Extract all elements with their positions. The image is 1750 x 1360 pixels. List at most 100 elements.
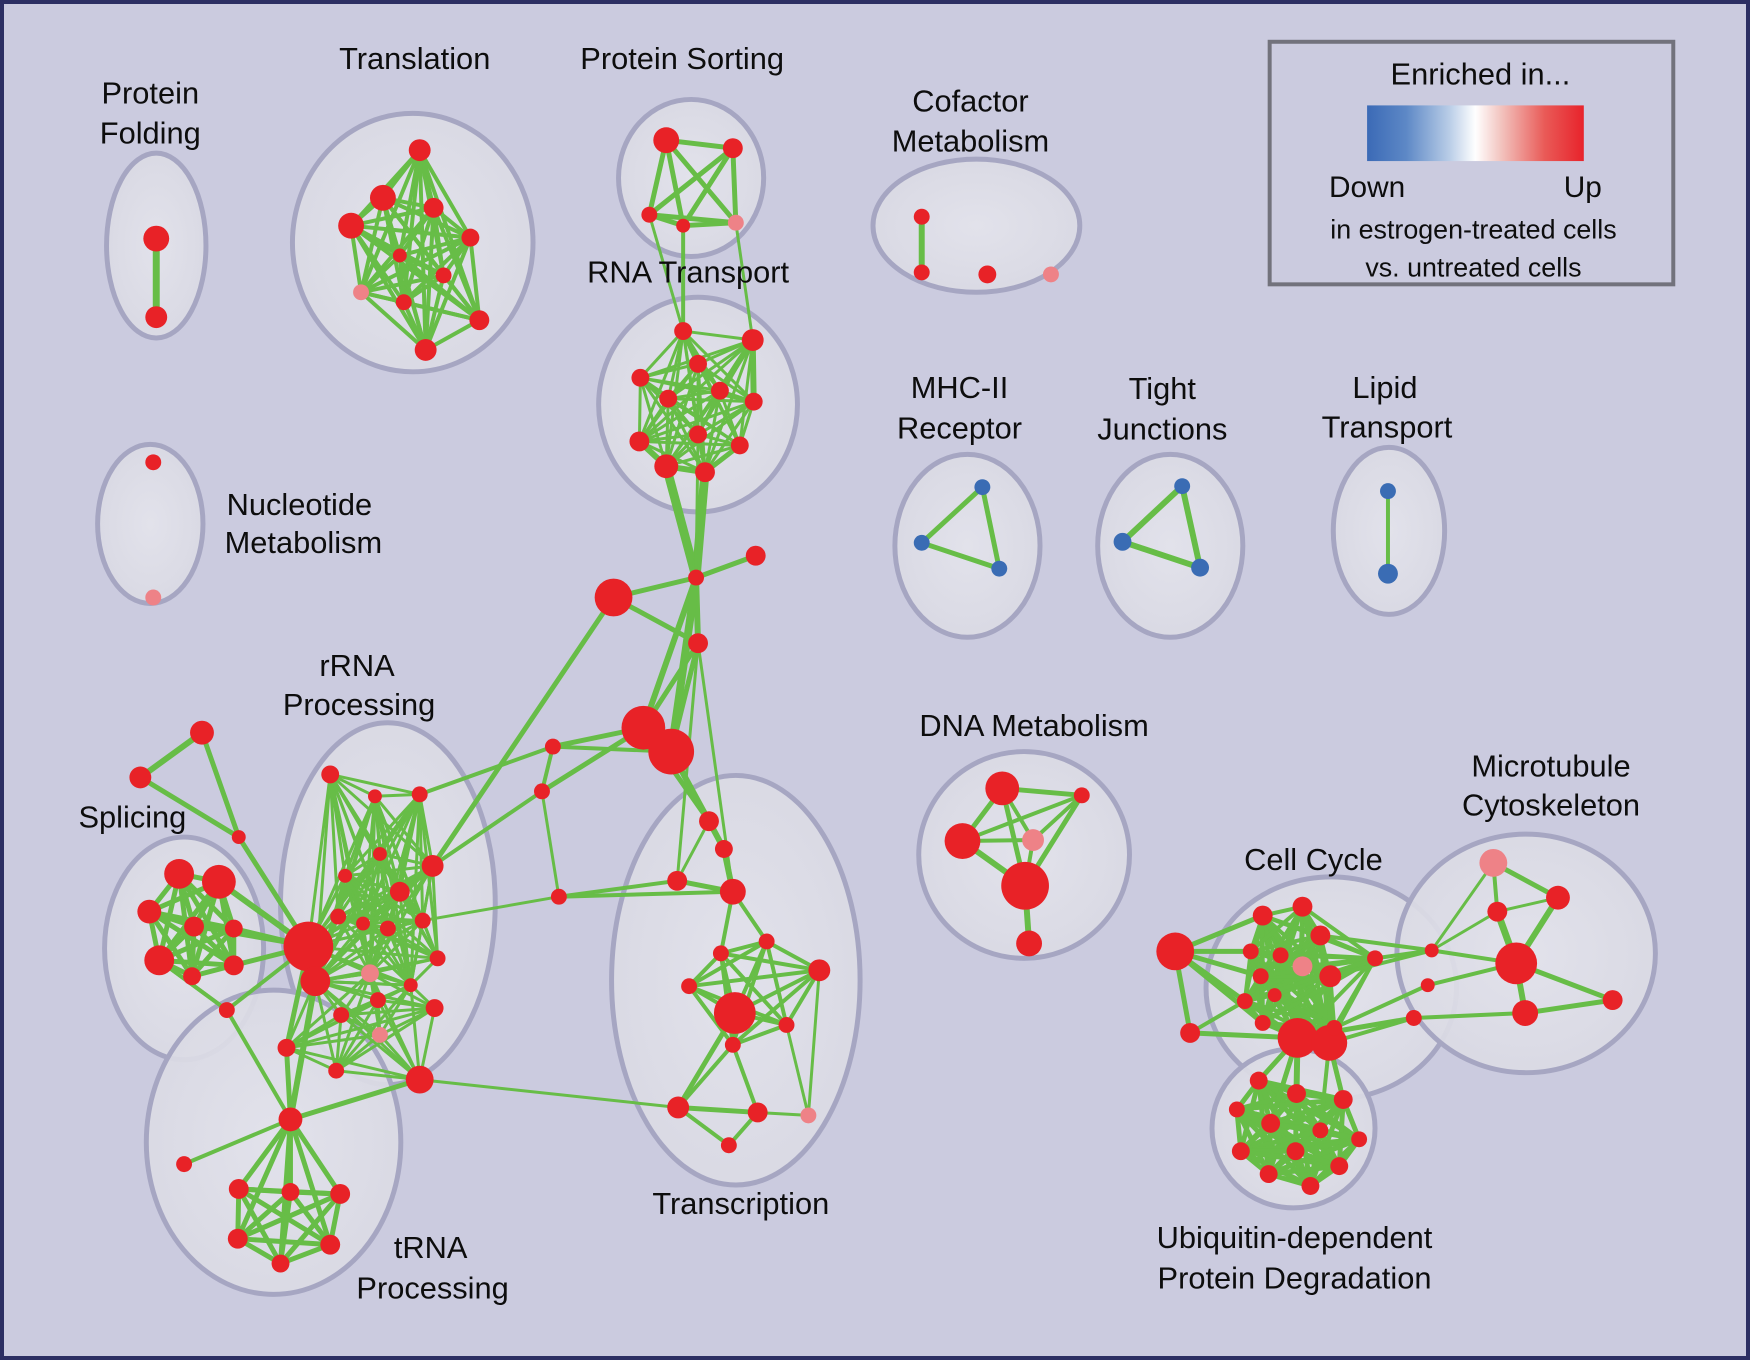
edge (343, 792, 422, 878)
rna-transport-label: RNA Transport (587, 255, 789, 290)
edge (283, 1045, 293, 1122)
edge (637, 400, 756, 443)
trna-processing-node (227, 1228, 248, 1249)
edge (687, 939, 769, 989)
rrna-processing-node (333, 1007, 350, 1023)
rrna-processing-node (405, 1065, 434, 1094)
splicing-label: Splicing (78, 799, 186, 834)
edge (431, 864, 440, 960)
legend-subline-1: in estrogen-treated cells (1330, 215, 1616, 245)
trna-processing-node (271, 1254, 290, 1273)
ubiquitin-degradation-node (1249, 1071, 1268, 1090)
edge (1031, 793, 1084, 843)
mhc-ii-receptor-node (991, 560, 1008, 577)
edge (137, 774, 242, 840)
edge (334, 1069, 422, 1082)
lipid-transport-label: Transport (1322, 410, 1453, 445)
microtubule-cytoskeleton-label: Microtubule (1471, 749, 1630, 784)
splicing-node (144, 945, 175, 976)
connector-hub-node (534, 783, 550, 800)
edge (663, 137, 739, 226)
transcription-node (800, 1107, 817, 1124)
edge (703, 400, 756, 474)
edge (417, 148, 473, 240)
transcription-node (712, 945, 729, 962)
edge (287, 1077, 423, 1122)
transcription-node (667, 870, 688, 891)
edge (666, 338, 755, 401)
edge (287, 1116, 343, 1197)
cell-cycle-node (1236, 993, 1253, 1010)
transcription-label: Transcription (652, 1186, 829, 1221)
edge (1430, 910, 1499, 952)
edge (349, 223, 473, 240)
protein-folding-label: Folding (100, 115, 201, 150)
translation-node (423, 197, 444, 218)
edge (1332, 983, 1430, 1030)
ubiquitin-degradation-node (1261, 1113, 1281, 1133)
connector-hub-node (688, 633, 708, 654)
edge (919, 540, 1002, 572)
trna-processing-label: Processing (356, 1271, 508, 1306)
connector-hub-node (745, 545, 766, 566)
rna-transport-node (741, 329, 764, 351)
edge (919, 484, 985, 546)
ubiquitin-degradation-node (1259, 1165, 1278, 1184)
edge (637, 439, 742, 447)
edge (359, 273, 446, 295)
protein-folding-label: Protein (101, 76, 199, 111)
trna-processing-node (320, 1234, 341, 1255)
splicing-node (137, 899, 162, 924)
cell-cycle-node (1254, 1015, 1271, 1031)
edge (647, 213, 685, 333)
edge (287, 1116, 333, 1248)
rna-transport-node (629, 431, 650, 452)
protein-folding-node (145, 306, 168, 329)
trna-processing-node (281, 1183, 300, 1201)
transcription-node (719, 878, 746, 905)
edge (730, 145, 739, 226)
edge (637, 329, 685, 443)
nucleotide-metabolism-node (145, 589, 162, 606)
cell-cycle-node (1292, 896, 1313, 917)
edge (1188, 999, 1247, 1035)
edge (1234, 1097, 1346, 1112)
microtubule-cytoskeleton-node (1420, 978, 1435, 993)
edge (417, 744, 555, 797)
edge (1248, 933, 1323, 954)
microtubule-cytoskeleton-node (1479, 849, 1508, 877)
edge (675, 819, 711, 883)
edge (1242, 956, 1378, 1004)
ubiquitin-degradation-node (1312, 1122, 1329, 1139)
legend: Enriched in... Down Up in estrogen-treat… (1267, 39, 1676, 287)
edge (284, 1046, 422, 1082)
edge (409, 919, 425, 987)
protein-sorting-label: Protein Sorting (580, 41, 784, 76)
microtubule-cytoskeleton-node (1602, 990, 1623, 1011)
triangle-group-node (231, 830, 246, 845)
edge (681, 329, 755, 342)
trna-processing-label: tRNA (394, 1230, 468, 1265)
legend-down-label: Down (1329, 171, 1405, 204)
protein-sorting-ellipse (616, 96, 767, 259)
translation-node (414, 339, 437, 361)
ubiquitin-degradation-node (1228, 1101, 1245, 1118)
edge (646, 145, 736, 218)
edge (334, 983, 413, 1073)
edge (306, 772, 332, 948)
edge (339, 1013, 422, 1082)
edge (693, 553, 759, 581)
legend-title: Enriched in... (1391, 57, 1571, 92)
transcription-node (724, 1036, 741, 1053)
edge (1411, 1011, 1528, 1020)
ubiquitin-degradation-node (1287, 1084, 1306, 1103)
microtubule-cytoskeleton-node (1546, 885, 1570, 910)
edge (336, 915, 372, 975)
connector-hub-node (688, 569, 705, 586)
trna-processing-node (176, 1156, 193, 1173)
translation-node (408, 139, 431, 162)
edge (468, 235, 482, 323)
microtubule-cytoskeleton-node (1424, 943, 1439, 958)
trna-processing-node (228, 1179, 249, 1199)
rrna-processing-label: rRNA (319, 648, 395, 683)
